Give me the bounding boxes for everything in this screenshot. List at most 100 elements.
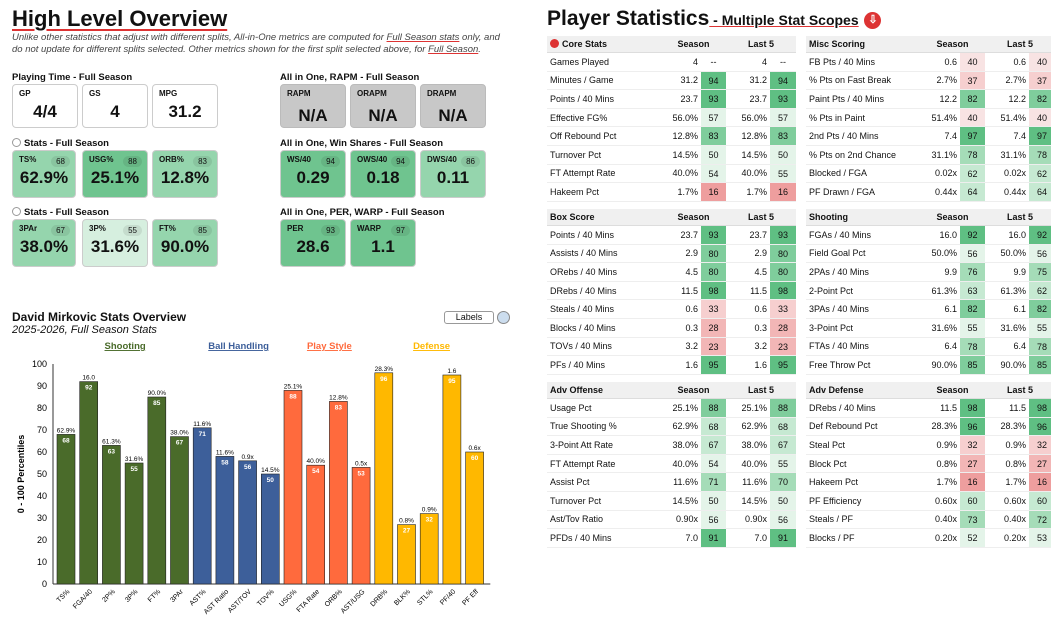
- table-row: FGAs / 40 Mins 16.0 92 16.0 92: [806, 226, 1051, 245]
- y-tick-label: 30: [37, 513, 47, 523]
- card-value: 31.2: [168, 102, 202, 121]
- bar-value-label: 61.3%: [102, 438, 121, 445]
- section-rapm: All in One, RAPM - Full Season: [280, 72, 420, 83]
- bar: [238, 460, 257, 585]
- table-row: 3-Point Pct 31.6% 55 31.6% 55: [806, 318, 1051, 338]
- card-label: RAPM: [287, 89, 311, 98]
- card-value: N/A: [438, 106, 468, 125]
- bar: [147, 396, 167, 585]
- x-tick-label: FGA/40: [72, 588, 94, 610]
- percentile-badge: 97: [391, 225, 410, 236]
- radio-button[interactable]: [12, 207, 21, 216]
- y-tick-label: 100: [32, 359, 47, 369]
- full-season-link[interactable]: Full Season: [428, 44, 479, 55]
- bar-value-label: 0.9x: [241, 454, 254, 461]
- card-orapm: ORAPM N/A: [350, 84, 416, 128]
- table-row: PFDs / 40 Mins 7.0 91 7.0 91: [547, 529, 796, 548]
- percentile-badge: 94: [391, 156, 410, 167]
- card-value: 62.9%: [19, 168, 69, 187]
- table-row: DRebs / 40 Mins 11.5 98 11.5 98: [547, 281, 796, 301]
- card-label: DWS/40: [427, 155, 457, 164]
- labels-button[interactable]: Labels: [444, 311, 494, 324]
- y-axis-label: 0 - 100 Percentiles: [16, 435, 26, 514]
- table-row: 3-Point Att Rate 38.0% 67 38.0% 67: [547, 436, 796, 455]
- table-misc-scoring: Misc Scoring Season Last 5 FB Pts / 40 Mins…: [806, 36, 1051, 202]
- x-tick-label: PF Eff: [461, 588, 480, 607]
- bar-value-label: 0.5x: [355, 460, 368, 467]
- table-row: Effective FG% 56.0% 57 56.0% 57: [547, 108, 796, 128]
- bar-value-label: 25.1%: [284, 383, 303, 390]
- bar-percentile-label: 83: [335, 404, 343, 411]
- y-tick-label: 70: [37, 425, 47, 435]
- bar-percentile-label: 71: [199, 431, 207, 438]
- card-gp: GP 4/4: [12, 84, 78, 128]
- percentile-badge: 85: [193, 225, 212, 236]
- table-row: % Pts in Paint 51.4% 40 51.4% 40: [806, 108, 1051, 128]
- x-tick-label: AST%: [189, 588, 208, 607]
- bar-percentile-label: 27: [403, 528, 411, 535]
- radio-button[interactable]: [12, 138, 21, 147]
- bar-percentile-label: 88: [289, 393, 297, 400]
- y-tick-label: 60: [37, 447, 47, 457]
- card-label: FT%: [159, 224, 176, 233]
- table-row: Blocks / 40 Mins 0.3 28 0.3 28: [547, 318, 796, 338]
- x-tick-label: AST Ratio: [203, 588, 230, 615]
- table-box-score: Box Score Season Last 5 Points / 40 Mins 23.…: [547, 209, 796, 375]
- group-label: Play Style: [307, 341, 352, 352]
- bar: [56, 434, 76, 585]
- card-drapm: DRAPM N/A: [420, 84, 486, 128]
- section-win-shares: All in One, Win Shares - Full Season: [280, 138, 444, 149]
- card-value: 25.1%: [90, 168, 140, 187]
- table-row: Free Throw Pct 90.0% 85 90.0% 85: [806, 356, 1051, 375]
- bar-value-label: 90.0%: [148, 390, 167, 397]
- table-row: Field Goal Pct 50.0% 56 50.0% 56: [806, 244, 1051, 264]
- table-row: Turnover Pct 14.5% 50 14.5% 50: [547, 491, 796, 511]
- player-statistics-title: Player Statistics - Multiple Stat Scopes…: [547, 7, 882, 31]
- section-per-warp: All in One, PER, WARP - Full Season: [280, 207, 445, 218]
- card-value: 38.0%: [19, 237, 69, 256]
- bar-value-label: 38.0%: [170, 430, 189, 437]
- table-row: Hakeem Pct 1.7% 16 1.7% 16: [547, 183, 796, 202]
- group-label: Shooting: [105, 341, 146, 352]
- bar-value-label: 40.0%: [306, 458, 325, 465]
- card-value: 4/4: [33, 102, 57, 121]
- card-orb: ORB% 83 12.8%: [152, 150, 218, 198]
- card-value: 4: [110, 102, 120, 121]
- section-stats-2: Stats - Full Season: [12, 207, 109, 218]
- table-row: 3PAs / 40 Mins 6.1 82 6.1 82: [806, 300, 1051, 319]
- card-value: 0.18: [366, 168, 400, 187]
- percentile-badge: 55: [123, 225, 142, 236]
- table-row: Blocks / PF 0.20x 52 0.20x 53: [806, 529, 1051, 548]
- bar: [283, 390, 303, 585]
- table-row: Turnover Pct 14.5% 50 14.5% 50: [547, 145, 796, 165]
- card-label: WS/40: [287, 155, 312, 164]
- card-usg: USG% 88 25.1%: [82, 150, 148, 198]
- card-value: 0.11: [436, 168, 470, 187]
- table-header: Core Stats Season Last 5: [547, 36, 796, 53]
- card-value: 90.0%: [160, 237, 210, 256]
- table-row: PF Drawn / FGA 0.44x 64 0.44x 64: [806, 183, 1051, 202]
- bar-value-label: 28.3%: [375, 366, 394, 373]
- bar: [79, 381, 98, 585]
- bar-value-label: 11.6%: [193, 421, 211, 428]
- table-row: Hakeem Pct 1.7% 16 1.7% 16: [806, 473, 1051, 492]
- x-tick-label: BLK%: [393, 588, 412, 607]
- full-season-stats-link[interactable]: Full Season stats: [386, 32, 460, 43]
- bar: [215, 456, 235, 585]
- download-icon[interactable]: ⇩: [864, 12, 882, 29]
- labels-toggle[interactable]: [497, 311, 510, 324]
- table-row: Def Rebound Pct 28.3% 96 28.3% 96: [806, 417, 1051, 437]
- x-tick-label: FT%: [147, 588, 162, 603]
- table-row: % Pts on Fast Break 2.7% 37 2.7% 37: [806, 71, 1051, 91]
- table-row: Games Played 4 -- 4 --: [547, 53, 796, 72]
- bar: [374, 372, 394, 585]
- card-value: 12.8%: [160, 168, 210, 187]
- bar: [397, 524, 416, 585]
- table-row: DRebs / 40 Mins 11.5 98 11.5 98: [806, 399, 1051, 418]
- card-label: 3PAr: [19, 224, 38, 233]
- bar-percentile-label: 63: [108, 448, 116, 455]
- info-icon[interactable]: [550, 39, 559, 48]
- card-ts: TS% 68 62.9%: [12, 150, 76, 198]
- table-row: Steals / 40 Mins 0.6 33 0.6 33: [547, 300, 796, 319]
- bar: [306, 464, 326, 585]
